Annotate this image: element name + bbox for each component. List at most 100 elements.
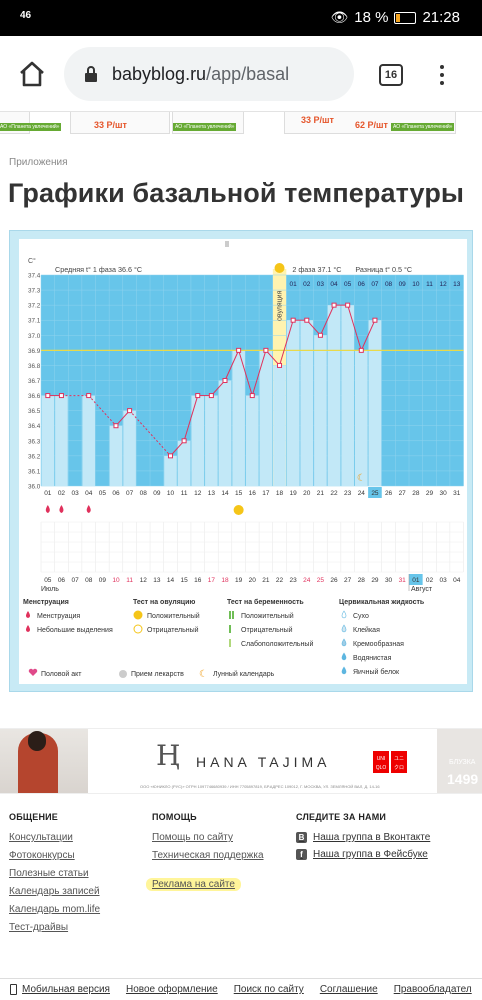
legend-item-label: Кремообразная <box>353 640 404 648</box>
date-label: 15 <box>180 577 188 584</box>
legend-item-label: Клейкая <box>353 626 380 634</box>
copyright-link[interactable]: Правообладател <box>393 984 472 995</box>
temp-bar <box>327 305 341 486</box>
temp-point <box>86 393 92 399</box>
footer-link[interactable]: Тест-драйвы <box>9 922 69 933</box>
ad-tile[interactable]: 33 Р/шт <box>70 112 170 134</box>
cycle-day-label: 31 <box>453 490 461 497</box>
footer-link[interactable]: Календарь mom.life <box>9 904 101 915</box>
temp-point <box>208 393 214 399</box>
cycle-day-label: 11 <box>181 490 188 497</box>
y-tick-label: 36.5 <box>28 408 41 415</box>
temp-point <box>290 317 296 323</box>
top-ad-strip[interactable]: 33 Р/шт АО «Планета увлечений» 33 Р/шт 62… <box>0 112 482 134</box>
temp-point <box>249 393 255 399</box>
new-design-link[interactable]: Новое оформление <box>125 984 218 995</box>
temp-point <box>181 438 187 444</box>
site-search-link[interactable]: Поиск по сайту <box>233 984 304 995</box>
y-unit-label: C° <box>28 257 36 265</box>
vk-link[interactable]: B Наша группа в Вконтакте <box>296 832 430 843</box>
footer-column-social: СЛЕДИТЕ ЗА НАМИ B Наша группа в Вконтакте… <box>296 812 430 866</box>
temp-bar <box>232 350 245 486</box>
facebook-icon: f <box>296 849 307 860</box>
ad-label: АО «Планета увлечений» <box>173 123 237 131</box>
temp-point <box>58 393 64 399</box>
date-label: 28 <box>358 577 366 584</box>
legend-heading: Цервикальная жидкость <box>339 599 425 606</box>
cycle-day-label: 01 <box>44 490 52 497</box>
temp-point <box>45 393 51 399</box>
footer-link-ads[interactable]: Реклама на сайте <box>146 878 264 891</box>
temp-line-segment <box>115 410 130 427</box>
address-bar[interactable]: babyblog.ru/app/basal <box>64 47 354 101</box>
date-label: 09 <box>99 577 107 584</box>
date-label: 18 <box>221 577 229 584</box>
agreement-link[interactable]: Соглашение <box>319 984 378 995</box>
y-tick-label: 37.3 <box>28 288 41 295</box>
date-label: 22 <box>276 577 284 584</box>
battery-icon <box>394 11 417 24</box>
y-tick-label: 36.3 <box>28 438 41 445</box>
facebook-link[interactable]: f Наша группа в Фейсбуке <box>296 849 430 860</box>
footer-link[interactable]: Помощь по сайту <box>152 832 233 843</box>
cycle-day-label: 10 <box>167 490 175 497</box>
uniqlo-banner-ad[interactable]: Ң HANA TAJIMA UNI ユニ QLO クロ ООО «ЮНИКЛО (РУ… <box>0 728 482 794</box>
ad-tile[interactable]: 33 Р/шт 62 Р/шт АО «Планета увлечений» <box>284 112 456 134</box>
date-label: 29 <box>371 577 379 584</box>
phase2-day-label: 06 <box>358 281 366 288</box>
bbt-chart[interactable]: Средняя t° 1 фаза 36.6 °C 2 фаза 37.1 °C Р… <box>19 239 467 684</box>
temp-point <box>167 453 173 459</box>
temp-bar <box>300 320 314 486</box>
cycle-day-label: 07 <box>126 490 134 497</box>
moon-legend-icon: ☾ <box>199 669 208 680</box>
moon-icon: ☾ <box>357 473 366 484</box>
footer-heading: ПОМОЩЬ <box>152 812 197 822</box>
phase2-day-label: 01 <box>290 281 298 288</box>
uniqlo-logo: UNI ユニ QLO クロ <box>373 751 407 773</box>
tab-switcher-button[interactable]: 16 <box>379 64 403 86</box>
phase2-day-label: 07 <box>371 281 379 288</box>
date-label: 03 <box>439 577 447 584</box>
date-label: 26 <box>330 577 338 584</box>
breadcrumb[interactable]: Приложения <box>9 157 68 168</box>
temp-bar <box>55 395 68 486</box>
footer-link[interactable]: Полезные статьи <box>9 868 89 879</box>
cycle-day-label: 21 <box>317 490 325 497</box>
phase2-day-label: 09 <box>399 281 407 288</box>
footer-link-ads-label: Реклама на сайте <box>146 878 241 891</box>
ovulation-marker <box>274 263 285 273</box>
legend-heading: Тест на беременность <box>227 598 304 606</box>
mobile-version-link[interactable]: Мобильная версия <box>10 984 110 995</box>
cycle-day-label: 05 <box>99 490 107 497</box>
mobile-version-label: Мобильная версия <box>22 984 110 995</box>
temp-bar <box>259 350 273 486</box>
menstruation-drop-icon <box>59 505 64 513</box>
lock-icon <box>85 66 97 82</box>
legend-heading: Менструация <box>23 599 69 606</box>
overflow-menu-icon[interactable] <box>438 63 446 87</box>
date-label: 14 <box>167 577 175 584</box>
cervical-fluid-icon <box>341 666 347 675</box>
cycle-day-label: 13 <box>208 490 216 497</box>
ad-product-price: 1499 <box>447 771 479 787</box>
temp-point <box>277 362 283 368</box>
phone-icon <box>10 984 17 995</box>
footer-link[interactable]: Фотоконкурсы <box>9 850 75 861</box>
footer-link[interactable]: Календарь записей <box>9 886 100 897</box>
ovulation-test-icon <box>133 610 143 620</box>
date-label: 04 <box>453 577 461 584</box>
footer-link[interactable]: Консультации <box>9 832 73 843</box>
url-domain: babyblog.ru <box>112 63 207 84</box>
ad-fine-print: ООО «ЮНИКЛО (РУС)» ОГРН 1097746680939 / … <box>140 784 380 789</box>
temp-bar <box>368 320 382 486</box>
home-icon[interactable] <box>18 60 46 88</box>
footer-link[interactable]: Техническая поддержка <box>152 850 264 861</box>
temp-line-segment <box>170 440 185 457</box>
legend-item-label: Положительный <box>147 612 200 620</box>
svg-text:ユニ: ユニ <box>394 756 404 762</box>
ad-tile[interactable]: АО «Планета увлечений» <box>172 112 244 134</box>
date-label: 13 <box>153 577 161 584</box>
temp-bar <box>286 320 300 486</box>
svg-text:QLO: QLO <box>376 765 387 771</box>
temp-point <box>195 393 201 399</box>
